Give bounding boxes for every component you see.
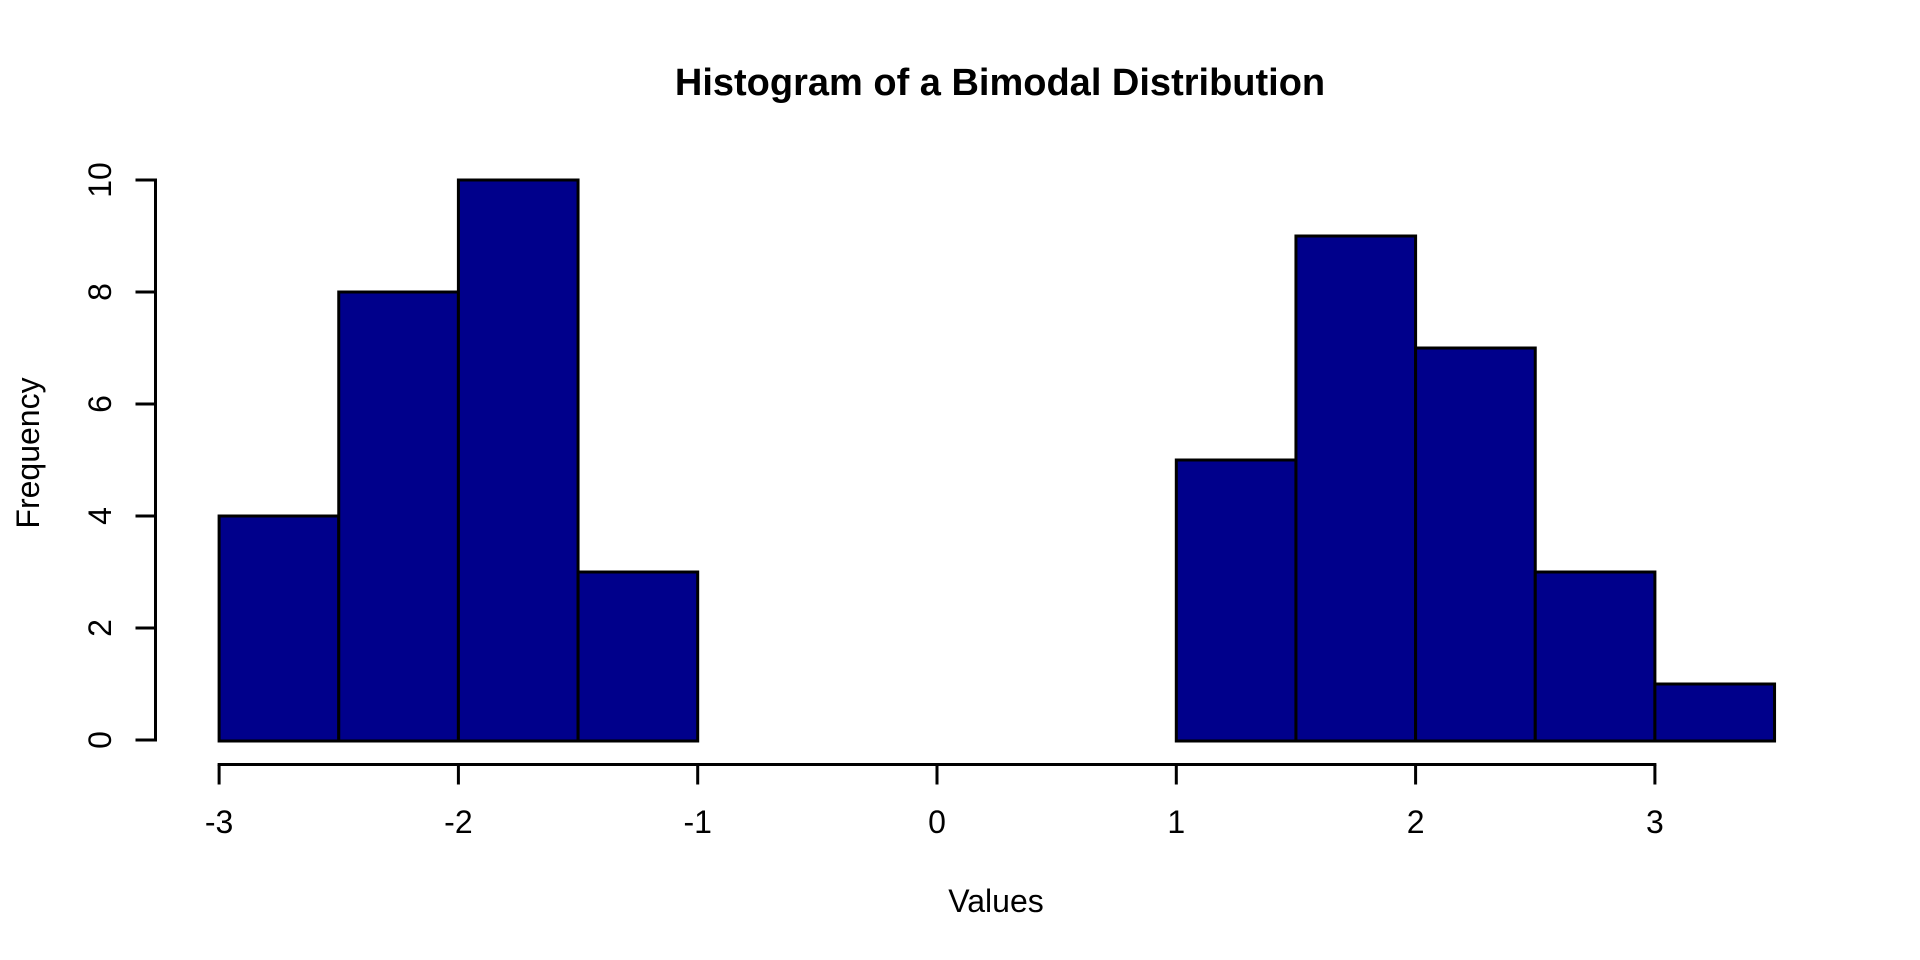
axes-layer bbox=[135, 178, 1657, 785]
y-axis-title: Frequency bbox=[10, 377, 46, 528]
x-axis-title: Values bbox=[948, 883, 1043, 919]
histogram-bar bbox=[1533, 570, 1657, 743]
x-tick-label: 3 bbox=[1646, 804, 1664, 840]
y-tick-label: 4 bbox=[82, 507, 118, 525]
tick-labels-layer: -3 -2 -1 0 1 2 3 0 2 4 6 8 10 bbox=[82, 162, 1664, 840]
histogram-bar bbox=[1414, 346, 1537, 743]
x-tick-label: 1 bbox=[1167, 804, 1185, 840]
x-tick-label: 0 bbox=[928, 804, 946, 840]
y-tick-label: 0 bbox=[82, 731, 118, 749]
y-tick-label: 6 bbox=[82, 395, 118, 413]
histogram-bar bbox=[456, 178, 580, 743]
histogram-bar bbox=[576, 570, 700, 743]
x-tick-label: -1 bbox=[683, 804, 711, 840]
y-tick-label: 10 bbox=[82, 162, 118, 198]
histogram-bar bbox=[1294, 234, 1418, 743]
bars-layer bbox=[217, 178, 1777, 743]
histogram-bar bbox=[1653, 682, 1777, 743]
x-tick-label: -2 bbox=[444, 804, 472, 840]
x-tick-label: -3 bbox=[205, 804, 233, 840]
y-tick-label: 2 bbox=[82, 619, 118, 637]
histogram-bar bbox=[337, 290, 460, 743]
y-tick-label: 8 bbox=[82, 283, 118, 301]
histogram-bar bbox=[217, 514, 341, 743]
x-tick-label: 2 bbox=[1407, 804, 1425, 840]
chart-title: Histogram of a Bimodal Distribution bbox=[675, 62, 1325, 104]
histogram-bar bbox=[1174, 458, 1298, 743]
